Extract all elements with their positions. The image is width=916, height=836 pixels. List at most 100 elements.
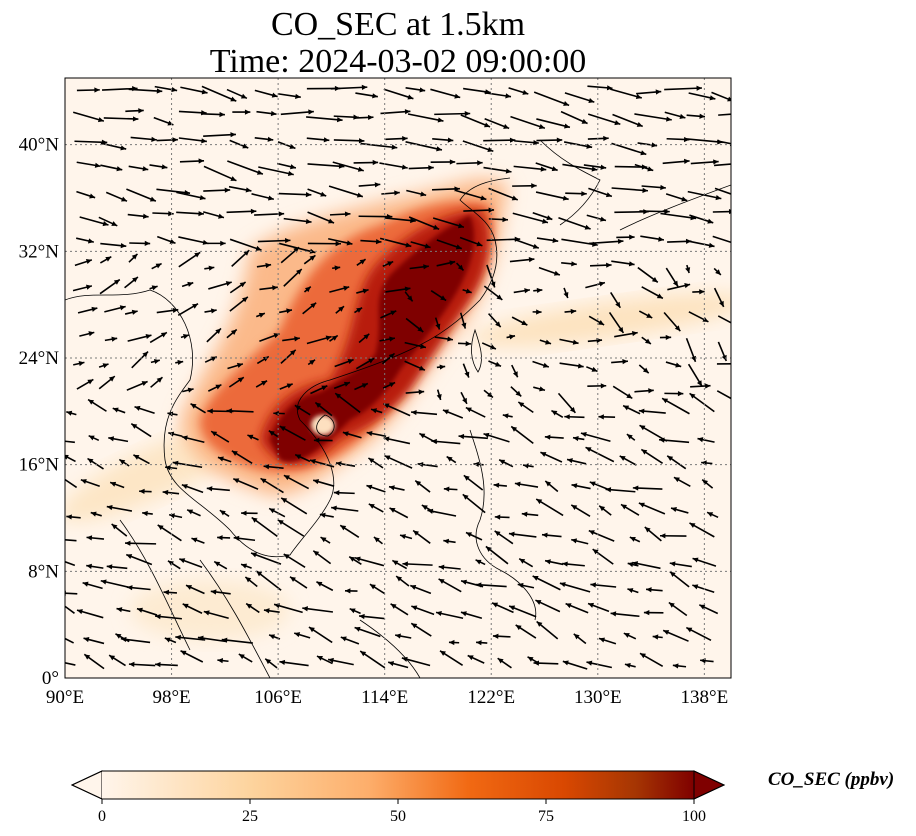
map-frame — [64, 77, 732, 679]
wind-arrow-head — [606, 85, 613, 91]
wind-arrow-head — [740, 195, 746, 200]
plume-core — [270, 215, 475, 462]
wind-arrow-head — [242, 143, 249, 149]
wind-arrow-shaft — [227, 160, 264, 175]
wind-arrow-head — [192, 303, 199, 309]
wind-arrow-head — [316, 581, 323, 587]
wind-arrow-head — [584, 224, 591, 230]
colorbar-label: CO_SEC (ppbv) — [768, 769, 895, 790]
wind-arrow-shaft — [257, 239, 291, 243]
wind-arrow-head — [477, 160, 483, 166]
wind-arrow-head — [155, 661, 161, 668]
lat-tick-label: 8°N — [28, 561, 59, 582]
wind-arrow-shaft — [562, 163, 598, 171]
coast-taiwan — [471, 328, 482, 373]
wind-arrow-head — [509, 605, 516, 611]
wind-arrow-head — [404, 109, 411, 115]
wind-arrow-head — [580, 432, 587, 438]
wind-arrow-head — [618, 327, 624, 333]
wind-arrow-head — [240, 93, 247, 99]
wind-arrow-head — [642, 367, 649, 374]
wind-arrow-head — [487, 392, 493, 398]
wind-arrow-head — [105, 256, 112, 262]
wind-arrow-head — [263, 608, 270, 614]
wind-arrow-head — [294, 632, 301, 638]
wind-arrow-head — [660, 184, 666, 191]
wind-arrow-head — [389, 382, 396, 388]
wind-arrow-head — [592, 549, 599, 555]
wind-arrow-shaft — [718, 113, 731, 116]
wind-arrow-head — [730, 325, 731, 326]
wind-arrow-shaft — [611, 187, 649, 192]
wind-arrow-head — [368, 503, 375, 509]
wind-arrow-shaft — [513, 165, 547, 171]
wind-arrow-head — [647, 166, 654, 172]
wind-arrow-shaft — [664, 87, 702, 91]
wind-arrow-head — [659, 533, 666, 539]
wind-arrow-head — [454, 186, 460, 192]
wind-arrow-head — [544, 434, 551, 440]
wind-arrow-head — [151, 136, 157, 142]
wind-arrow-head — [627, 562, 634, 568]
wind-arrow-head — [206, 486, 213, 492]
wind-arrow-head — [619, 455, 626, 461]
wind-arrow-head — [571, 261, 577, 267]
wind-arrow-head — [465, 532, 472, 538]
wind-arrow-head — [199, 194, 206, 201]
colorbar-extend-min — [70, 770, 103, 800]
wind-arrow-shaft — [278, 192, 312, 196]
wind-arrow-head — [309, 459, 316, 465]
wind-arrow-head — [437, 117, 444, 123]
wind-arrow-head — [245, 576, 252, 583]
wind-arrow-head — [88, 331, 95, 337]
longitude-labels: 90°E 98°E 106°E 114°E 122°E 130°E 138°E — [46, 687, 728, 708]
wind-arrow-head — [457, 223, 464, 229]
wind-arrow-head — [536, 621, 543, 627]
wind-arrow-head — [615, 301, 621, 308]
wind-arrow-head — [268, 430, 275, 436]
wind-arrow-head — [372, 93, 378, 99]
wind-arrow-head — [572, 435, 579, 442]
wind-arrow-head — [559, 582, 566, 588]
wind-arrow-head — [343, 381, 350, 387]
wind-arrow-head — [363, 333, 370, 340]
wind-arrow-head — [167, 411, 174, 417]
wind-arrow-head — [669, 571, 676, 578]
wind-arrow-head — [542, 218, 548, 224]
wind-arrow-head — [671, 507, 677, 513]
wind-arrow-head — [338, 306, 345, 312]
wind-arrow-head — [113, 279, 120, 285]
wind-arrow-head — [155, 614, 161, 620]
wind-arrow-head — [705, 383, 711, 389]
wind-arrow-head — [194, 252, 201, 258]
wind-arrow-head — [343, 285, 350, 291]
wind-arrow-head — [440, 295, 447, 301]
wind-arrow-head — [598, 414, 604, 420]
plume-south-faint — [130, 580, 290, 640]
wind-arrow-head — [368, 457, 375, 464]
wind-arrow-head — [219, 510, 226, 516]
wind-arrow-head — [494, 530, 501, 537]
wind-arrow-head — [132, 276, 138, 283]
wind-arrow-head — [198, 158, 205, 164]
wind-arrow-head — [463, 475, 470, 481]
wind-arrow-head — [605, 487, 612, 493]
wind-arrow-head — [372, 159, 379, 166]
wind-arrow-head — [689, 522, 696, 528]
wind-arrow-head — [709, 95, 716, 101]
wind-arrow-head — [390, 603, 397, 609]
wind-arrow-head — [737, 361, 742, 366]
wind-arrow-head — [449, 159, 456, 165]
wind-arrow-shaft — [716, 140, 731, 145]
wind-arrow-head — [369, 584, 376, 590]
wind-arrow-shaft — [65, 560, 76, 567]
wind-arrow-head — [454, 93, 461, 99]
wind-arrow-head — [681, 196, 688, 202]
wind-arrow-head — [603, 135, 609, 142]
wind-arrow-head — [562, 561, 568, 567]
wind-arrow-head — [658, 236, 664, 242]
wind-arrow-head — [108, 376, 115, 382]
wind-arrow-head — [640, 150, 647, 156]
wind-arrow-head — [528, 257, 535, 263]
wind-arrow-head — [119, 459, 126, 465]
